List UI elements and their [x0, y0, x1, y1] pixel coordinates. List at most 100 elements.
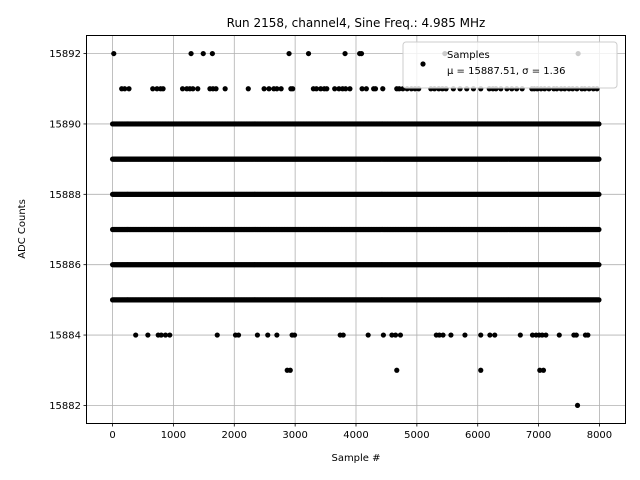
sample-points [109, 50, 602, 409]
y-tick-label: 15892 [49, 49, 81, 60]
data-point [392, 332, 399, 338]
data-point [122, 86, 128, 92]
data-point [343, 86, 349, 92]
data-point [539, 332, 545, 338]
data-point [291, 332, 298, 338]
data-point [363, 86, 369, 92]
data-point [318, 86, 324, 92]
x-tick-label: 8000 [587, 430, 612, 441]
data-point [332, 86, 338, 92]
x-axis-ticks: 0 1000 2000 3000 4000 5000 6000 7000 8000 [109, 423, 612, 441]
data-point [126, 86, 132, 92]
y-tick-label: 15890 [49, 119, 81, 130]
data-point [274, 332, 280, 338]
data-point [111, 50, 117, 57]
data-point [265, 332, 271, 338]
data-point [436, 332, 442, 338]
data-point [596, 226, 602, 233]
data-point [324, 86, 330, 92]
y-axis-ticks: 15882 15884 15886 15888 15890 15892 [49, 49, 87, 412]
data-point [573, 332, 579, 338]
data-point [266, 86, 272, 92]
data-point [440, 332, 446, 338]
data-point [214, 332, 220, 338]
legend: Samples μ = 15887.51, σ = 1.36 [402, 41, 618, 89]
data-point [313, 86, 320, 92]
data-point [596, 297, 602, 303]
data-point [287, 367, 293, 373]
data-point [188, 50, 194, 57]
x-tick-label: 6000 [465, 430, 490, 441]
x-tick-label: 2000 [222, 430, 247, 441]
y-tick-label: 15882 [49, 401, 81, 412]
y-tick-label: 15886 [49, 260, 81, 271]
data-point [190, 86, 196, 92]
data-point [529, 332, 536, 338]
data-point [336, 86, 342, 92]
data-point [462, 332, 468, 338]
legend-marker [420, 61, 426, 67]
data-point [397, 332, 404, 338]
data-point [278, 86, 284, 92]
data-point [365, 332, 371, 338]
x-tick-label: 0 [109, 430, 115, 441]
data-point [359, 86, 365, 92]
data-point [380, 332, 386, 338]
data-point [200, 50, 206, 57]
data-point [448, 332, 454, 338]
data-point [167, 332, 173, 338]
data-point [305, 50, 312, 57]
data-point [235, 332, 242, 338]
data-point [213, 86, 219, 92]
data-point [261, 86, 267, 92]
x-axis-label: Sample # [331, 453, 380, 464]
data-point [245, 86, 251, 92]
data-point [487, 332, 493, 338]
data-point [150, 86, 156, 92]
data-point [133, 332, 139, 338]
data-point [396, 86, 402, 92]
data-point [209, 50, 215, 57]
data-point [478, 367, 484, 373]
data-point [145, 332, 151, 338]
data-point [478, 332, 484, 338]
data-point [340, 332, 346, 338]
x-tick-label: 4000 [343, 430, 368, 441]
data-point [517, 332, 523, 338]
data-point [394, 367, 400, 373]
data-point [596, 121, 602, 127]
data-point [222, 86, 228, 92]
data-point [389, 332, 395, 338]
legend-series-label: Samples [447, 50, 490, 61]
data-point [596, 156, 602, 162]
y-tick-label: 15884 [49, 331, 81, 342]
legend-box [402, 41, 618, 89]
data-point [160, 86, 166, 92]
data-point [347, 86, 353, 92]
data-point [596, 262, 602, 268]
y-axis-label: ADC Counts [17, 199, 28, 259]
data-point [380, 86, 386, 92]
data-point [358, 50, 365, 57]
x-tick-label: 1000 [161, 430, 186, 441]
data-point [596, 191, 602, 197]
data-point [162, 332, 169, 338]
data-point [540, 367, 547, 373]
data-point [342, 50, 348, 57]
data-point [179, 86, 186, 92]
data-point [537, 367, 543, 373]
chart-title: Run 2158, channel4, Sine Freq.: 4.985 MH… [227, 16, 486, 30]
data-point [372, 86, 379, 92]
data-point [585, 332, 591, 338]
x-tick-label: 3000 [282, 430, 307, 441]
data-point [158, 332, 164, 338]
x-tick-label: 7000 [526, 430, 551, 441]
data-point [286, 50, 292, 57]
legend-stats-label: μ = 15887.51, σ = 1.36 [447, 66, 566, 77]
data-point [274, 86, 280, 92]
data-point [154, 86, 160, 92]
y-tick-label: 15888 [49, 190, 81, 201]
data-point [574, 402, 581, 409]
x-tick-label: 5000 [404, 430, 429, 441]
